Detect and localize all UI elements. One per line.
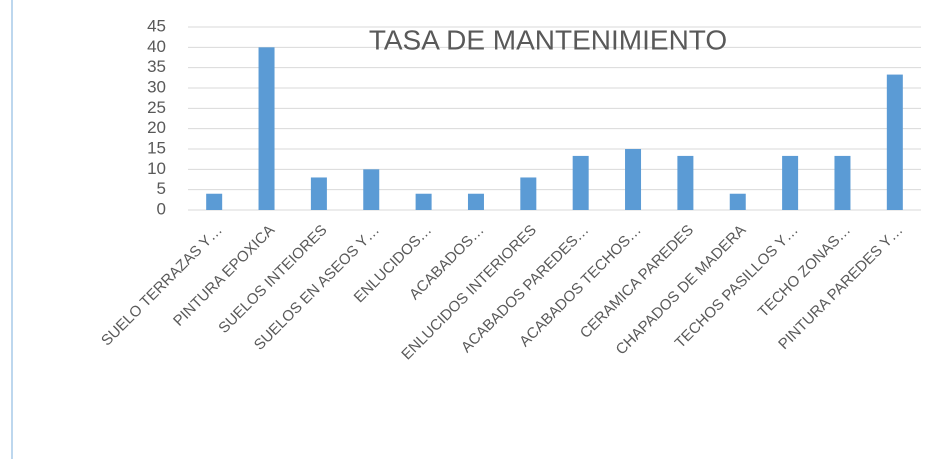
- y-tick-label: 0: [157, 199, 166, 218]
- bar: [520, 177, 537, 210]
- y-tick-label: 5: [157, 179, 166, 198]
- grid: [188, 26, 921, 211]
- x-tick-label: TECHO ZONAS…: [755, 222, 854, 321]
- chart-title: TASA DE MANTENIMIENTO: [369, 24, 727, 55]
- bar: [206, 193, 223, 210]
- bar: [363, 169, 380, 210]
- bar: [834, 155, 851, 210]
- y-tick-label: 15: [147, 138, 166, 157]
- bar: [415, 193, 432, 210]
- bar: [886, 74, 903, 210]
- bar: [782, 155, 799, 210]
- y-tick-label: 35: [147, 57, 166, 76]
- y-tick-label: 25: [147, 98, 166, 117]
- bar: [677, 155, 694, 210]
- bar: [467, 193, 484, 210]
- bar: [625, 149, 642, 210]
- x-tick-label: PINTURA EPOXICA: [170, 222, 278, 330]
- y-tick-label: 20: [147, 118, 166, 137]
- y-tick-label: 10: [147, 159, 166, 178]
- bar: [310, 177, 327, 210]
- y-tick-label: 45: [147, 16, 166, 35]
- bar: [258, 47, 275, 211]
- bar: [729, 193, 746, 210]
- bar: [572, 155, 589, 210]
- y-tick-label: 40: [147, 37, 166, 56]
- y-tick-label: 30: [147, 77, 166, 96]
